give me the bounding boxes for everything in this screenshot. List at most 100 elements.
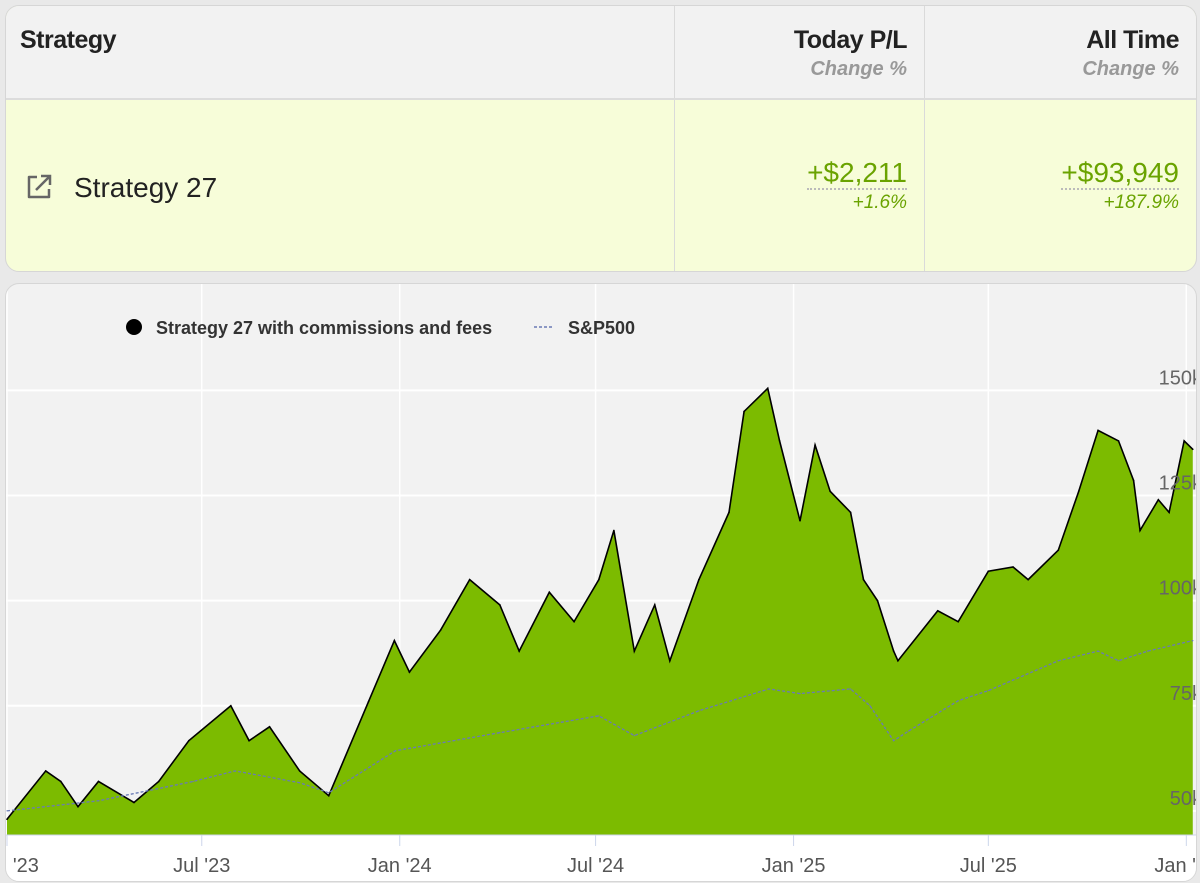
strategy-point: [936, 609, 939, 612]
strategy-point: [248, 739, 250, 742]
strategy-point: [1097, 429, 1099, 432]
strategy-point: [468, 578, 471, 581]
sp500-point: [1057, 660, 1059, 662]
strategy-point: [77, 805, 79, 808]
sp500-point: [869, 705, 871, 707]
strategy-point: [97, 780, 100, 783]
strategy-point: [598, 578, 600, 581]
x-axis-area: [6, 835, 1196, 881]
strategy-point: [1132, 479, 1135, 482]
y-tick-label: 150k: [1159, 367, 1196, 389]
header-all-time[interactable]: All Time: [1086, 26, 1179, 54]
legend: Strategy 27 with commissions and fees S&…: [126, 318, 635, 338]
strategy-point: [439, 629, 442, 631]
strategy-point: [669, 659, 671, 662]
strategy-point: [897, 659, 899, 662]
strategy-point: [499, 604, 501, 606]
strategy-point: [957, 620, 959, 623]
x-tick-label: Jan '26: [1154, 855, 1196, 877]
legend-sp500[interactable]: S&P500: [568, 318, 635, 338]
strategy-point: [814, 444, 816, 446]
sp500-point: [499, 732, 501, 734]
x-tick-label: Jul '25: [960, 855, 1017, 877]
strategy-point: [157, 780, 160, 783]
sp500-point: [299, 782, 301, 784]
sp500-point: [328, 792, 330, 794]
strategy-point: [548, 591, 551, 594]
strategy-point: [367, 700, 370, 703]
sp500-point: [1192, 639, 1194, 642]
strategy-point: [188, 739, 190, 742]
strategy-point: [230, 704, 232, 707]
sp500-point: [698, 710, 700, 712]
strategy-point: [6, 818, 8, 821]
x-tick-label: Jul '24: [567, 855, 624, 877]
sp500-point: [957, 700, 959, 702]
sp500-point: [1097, 650, 1099, 652]
sp500-point: [394, 750, 397, 752]
legend-marker-strategy: [126, 319, 142, 335]
strategy-point: [743, 410, 745, 413]
x-tick-label: Jul '23: [173, 855, 230, 877]
sp500-point: [893, 740, 895, 742]
strategy-point: [1077, 490, 1080, 493]
strategy-point: [698, 578, 700, 581]
external-link-icon[interactable]: [24, 172, 54, 202]
all-time-percent: +187.9%: [1103, 192, 1179, 213]
all-time-value: +$93,949: [1061, 157, 1179, 190]
strategy-point: [799, 519, 801, 522]
sp500-point: [633, 735, 635, 737]
strategy-point: [268, 725, 271, 728]
header-all-time-change: Change %: [1082, 58, 1179, 80]
sp500-point: [849, 688, 852, 690]
strategy-point: [133, 801, 135, 804]
strategy-point: [408, 671, 411, 673]
strategy-point: [829, 490, 831, 493]
y-tick-label: 100k: [1159, 578, 1196, 600]
strategy-point: [393, 639, 396, 642]
header-today-pl[interactable]: Today P/L: [793, 26, 908, 54]
legend-strategy[interactable]: Strategy 27 with commissions and fees: [156, 318, 492, 338]
strategy-point: [653, 604, 656, 606]
chart-svg: 50k 75k 100k 125k 150k Jan '23 Jul '23 Jan '24 J…: [6, 284, 1196, 881]
strategy-point: [876, 599, 879, 602]
strategy-point: [849, 511, 852, 514]
strategy-point: [1191, 448, 1194, 451]
sp500-point: [598, 715, 600, 717]
sp500-point: [799, 692, 801, 695]
y-tick-label: 125k: [1159, 473, 1196, 495]
sp500-point: [1146, 650, 1149, 652]
strategy-point: [60, 780, 62, 783]
sp500-point: [1117, 660, 1120, 662]
strategy-name[interactable]: Strategy 27: [74, 172, 218, 203]
strategy-point: [1057, 549, 1060, 551]
table-row[interactable]: Strategy 27 +$2,211 +1.6% +$93,949 +187.…: [6, 100, 1196, 271]
performance-chart: 50k 75k 100k 125k 150k Jan '23 Jul '23 Jan '24 J…: [5, 283, 1197, 882]
sp500-point: [908, 730, 910, 732]
strategy-point: [987, 570, 990, 573]
strategy-point: [862, 578, 865, 581]
today-pl-percent: +1.6%: [852, 192, 907, 213]
strategy-point: [1117, 440, 1120, 442]
x-tick-label: Jan '25: [762, 855, 826, 877]
strategy-point: [892, 650, 895, 652]
strategy-area: [7, 388, 1193, 835]
today-pl-value: +$2,211: [807, 157, 907, 190]
table-header: Strategy Today P/L Change % All Time Cha…: [6, 6, 1196, 100]
header-strategy[interactable]: Strategy: [20, 26, 117, 54]
strategy-point: [633, 650, 636, 652]
strategy-point: [613, 529, 615, 532]
sp500-point: [97, 800, 100, 802]
strategy-point: [728, 511, 730, 514]
strategy-point: [1183, 440, 1185, 442]
sp500-line: [6, 639, 1193, 812]
strategy-point: [573, 620, 575, 623]
strategy-point: [1012, 566, 1014, 568]
strategy-point: [766, 387, 769, 390]
strategy-point: [518, 650, 520, 652]
x-tick-label: Jan '23: [6, 855, 39, 877]
header-today-change: Change %: [810, 58, 907, 80]
strategy-point: [44, 770, 47, 772]
strategy-point: [1157, 498, 1160, 501]
sp500-point: [6, 810, 8, 812]
